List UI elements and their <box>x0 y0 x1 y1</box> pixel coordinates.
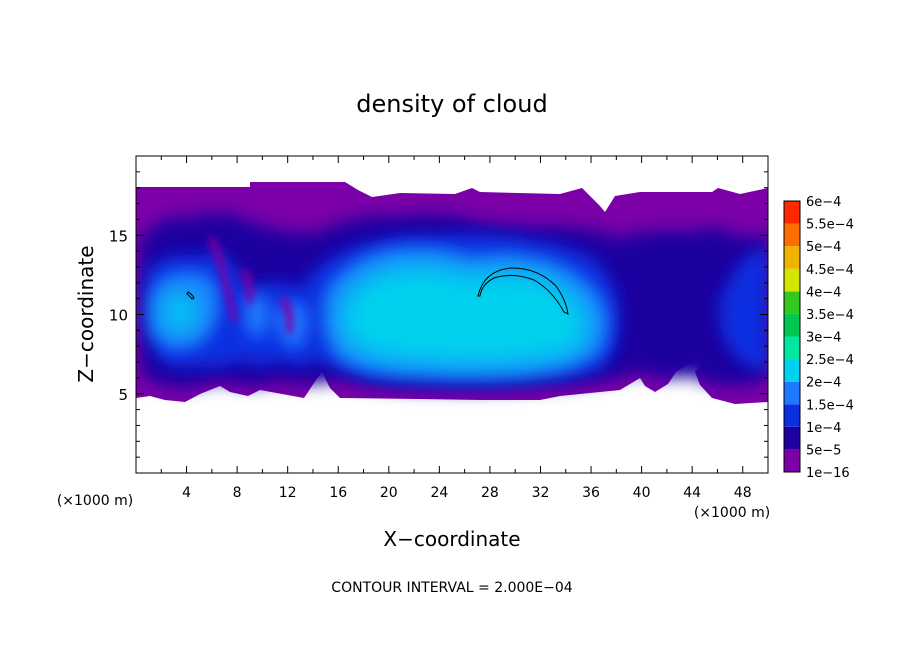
colorbar-swatch <box>784 291 800 314</box>
x-axis-label: X−coordinate <box>383 527 520 551</box>
colorbar-frame <box>783 200 801 473</box>
cloud-streak <box>208 236 238 322</box>
x-unit-label-right: (×1000 m) <box>694 505 770 521</box>
colorbar-swatch <box>784 336 800 360</box>
colorbar-label: 1.5e−4 <box>806 398 854 413</box>
colorbar-swatch <box>784 359 800 382</box>
x-unit-label: (×1000 m) <box>57 493 133 509</box>
x-tick-label: 4 <box>182 485 191 501</box>
x-tick-label: 24 <box>430 485 448 501</box>
x-tick-label: 40 <box>633 485 651 501</box>
x-tick-label: 44 <box>683 485 701 501</box>
x-tick-label: 20 <box>380 485 398 501</box>
x-tick-label: 8 <box>233 485 242 501</box>
x-tick-label: 12 <box>279 485 297 501</box>
colorbar-label: 6e−4 <box>806 195 841 210</box>
colorbar-label: 3.5e−4 <box>806 308 854 323</box>
colorbar-label: 2.5e−4 <box>806 353 854 368</box>
colorbar-swatch <box>784 426 800 450</box>
contour-line-arc <box>477 267 569 315</box>
colorbar-label: 1e−4 <box>806 421 841 436</box>
colorbar-swatch <box>784 313 800 337</box>
cloud-density-field <box>136 182 768 404</box>
colorbar-label: 4e−4 <box>806 285 841 300</box>
cloud-level-1e-4-right <box>719 248 768 371</box>
x-tick-label: 32 <box>532 485 550 501</box>
colorbar-label: 4.5e−4 <box>806 263 854 278</box>
y-axis-label: Z−coordinate <box>74 245 98 382</box>
colorbar-label: 5e−4 <box>806 240 841 255</box>
y-tick-label: 10 <box>109 307 128 325</box>
colorbar-swatch <box>784 404 800 427</box>
colorbar-label: 2e−4 <box>806 376 841 391</box>
contour-interval: CONTOUR INTERVAL = 2.000E−04 <box>331 580 572 596</box>
y-tick-label: 15 <box>109 227 128 245</box>
colorbar-swatch <box>784 223 800 247</box>
colorbar-swatch <box>784 449 800 472</box>
x-tick-label: 36 <box>582 485 600 501</box>
cloud-level-2e-4 <box>336 263 593 368</box>
colorbar-label: 1e−16 <box>806 466 850 481</box>
colorbar-label: 5e−5 <box>806 443 841 458</box>
contour-line-small <box>186 291 195 300</box>
colorbar-label: 5.5e−4 <box>806 218 854 233</box>
colorbar-label: 3e−4 <box>806 331 841 346</box>
x-tick-label: 16 <box>329 485 347 501</box>
colorbar-swatch <box>784 268 800 292</box>
chart-title: density of cloud <box>356 90 547 118</box>
x-tick-label: 28 <box>481 485 499 501</box>
x-tick-label: 48 <box>734 485 752 501</box>
y-tick-label: 5 <box>118 386 128 404</box>
colorbar-swatch <box>784 201 800 224</box>
colorbar-swatch <box>784 381 800 405</box>
colorbar: 1e−16 5e−5 1e−4 1.5e−4 2e−4 2.5e−4 3e−4 3.5e−4 4… <box>783 195 854 481</box>
colorbar-swatch <box>784 246 800 269</box>
